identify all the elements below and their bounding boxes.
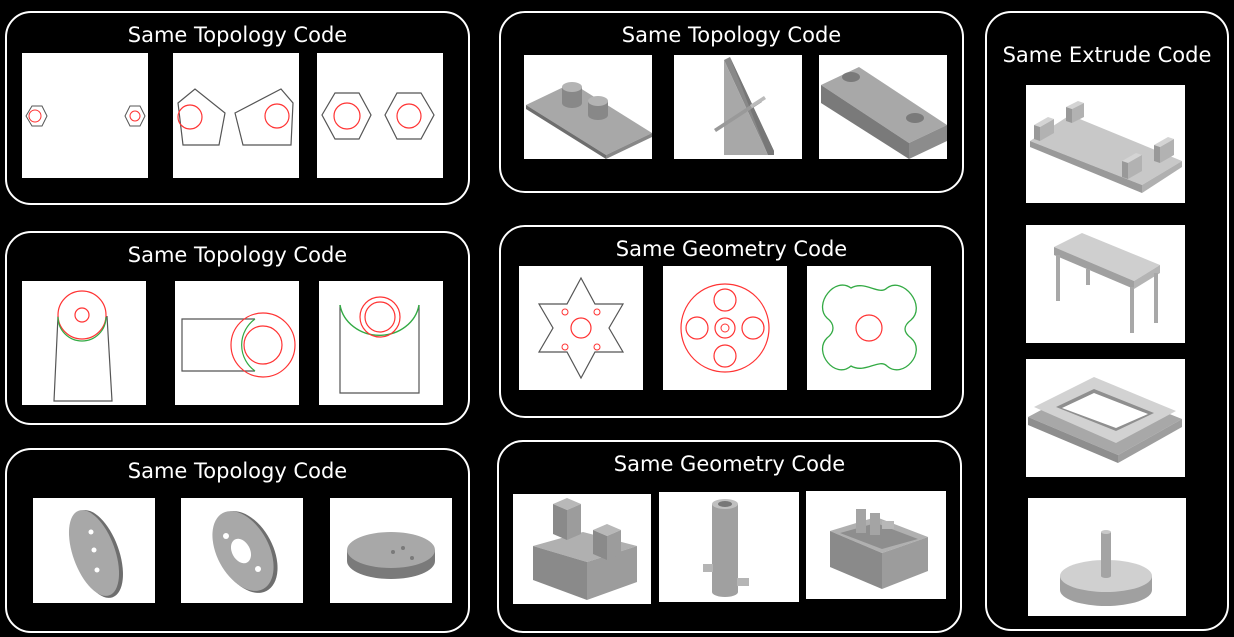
- render-square-frame: [1026, 359, 1185, 477]
- render-stepped-block: [513, 494, 651, 604]
- group-extrude: Same Extrude Code: [985, 11, 1229, 631]
- group-title: Same Geometry Code: [615, 237, 848, 261]
- render-plate-with-rails: [1026, 85, 1185, 203]
- render-table: [1026, 225, 1185, 343]
- group-geometry-sketch: Same Geometry Code: [499, 225, 964, 418]
- group-title: Same Extrude Code: [1002, 43, 1212, 67]
- render-block-with-holes: [819, 55, 947, 159]
- sketch-small-hexagons: [22, 53, 148, 178]
- sketch-pentagons: [173, 53, 299, 178]
- group-title: Same Topology Code: [127, 23, 348, 47]
- render-washer: [181, 498, 303, 603]
- render-tilted-disc: [33, 498, 155, 603]
- render-block-with-pin: [674, 55, 802, 159]
- group-topology-sketch-1: Same Topology Code: [5, 11, 470, 205]
- group-title: Same Topology Code: [621, 23, 842, 47]
- group-title: Same Topology Code: [127, 459, 348, 483]
- sketch-clover: [807, 266, 931, 390]
- sketch-circle-pattern: [663, 266, 787, 390]
- render-tube: [659, 492, 799, 602]
- group-title: Same Geometry Code: [613, 452, 846, 476]
- sketch-bracket-cradle: [319, 281, 443, 405]
- group-topology-solid-discs: Same Topology Code: [5, 448, 470, 633]
- group-title: Same Topology Code: [127, 243, 348, 267]
- group-geometry-solid: Same Geometry Code: [497, 440, 962, 633]
- render-disc-with-peg: [1028, 498, 1186, 616]
- sketch-large-hexagons: [317, 53, 443, 178]
- render-plate-with-bosses: [524, 55, 652, 159]
- group-topology-solid-plates: Same Topology Code: [499, 11, 964, 193]
- sketch-bracket-side: [175, 281, 299, 405]
- sketch-star: [519, 266, 643, 390]
- group-topology-sketch-2: Same Topology Code: [5, 231, 470, 425]
- render-tray-with-posts: [806, 491, 946, 599]
- render-flat-disc: [330, 498, 452, 603]
- sketch-bracket-tall: [22, 281, 146, 405]
